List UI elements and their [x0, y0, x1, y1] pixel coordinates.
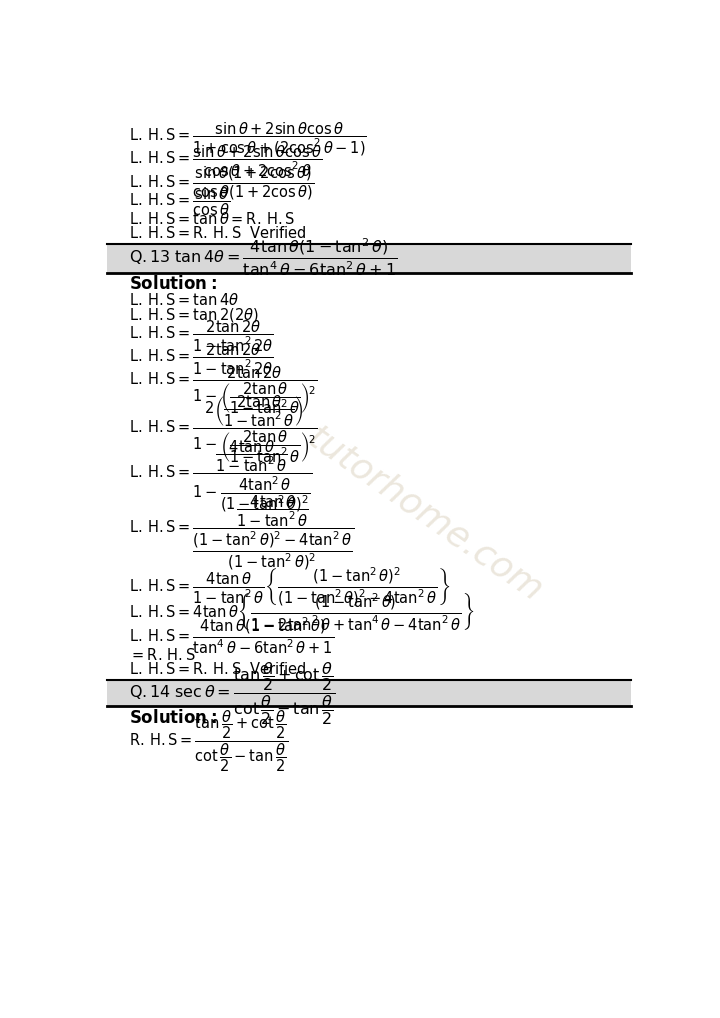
Text: $= \mathrm{R.\,H.S}$: $= \mathrm{R.\,H.S}$ — [129, 647, 196, 663]
Text: $\mathrm{L.\,H.S} = \dfrac{2\tan 2\theta}{1-\tan^2 2\theta}$: $\mathrm{L.\,H.S} = \dfrac{2\tan 2\theta… — [129, 319, 274, 354]
Text: $\mathrm{L.\,H.S} = \dfrac{\sin\theta+2\sin\theta\cos\theta}{\cos\theta+2\cos^2\: $\mathrm{L.\,H.S} = \dfrac{\sin\theta+2\… — [129, 144, 323, 179]
Text: $\mathrm{L.\,H.S} = \dfrac{\dfrac{4\tan\theta}{1-\tan^2\theta}}{1-\dfrac{4\tan^2: $\mathrm{L.\,H.S} = \dfrac{\dfrac{4\tan\… — [129, 438, 312, 513]
Text: $\mathrm{Q.14}\;\sec\theta = \dfrac{\tan\dfrac{\theta}{2}+\cot\dfrac{\theta}{2}}: $\mathrm{Q.14}\;\sec\theta = \dfrac{\tan… — [129, 660, 336, 727]
Text: $\mathrm{L.\,H.S} = \tan 4\theta$: $\mathrm{L.\,H.S} = \tan 4\theta$ — [129, 292, 239, 308]
Text: $\mathrm{L.\,H.S} = \mathrm{R.\,H.S\;}$ Verified: $\mathrm{L.\,H.S} = \mathrm{R.\,H.S\;}$ … — [129, 225, 307, 241]
Text: $\mathrm{L.\,H.S} = \dfrac{\sin\theta + 2\sin\theta\cos\theta}{1+\cos\theta+(2\c: $\mathrm{L.\,H.S} = \dfrac{\sin\theta + … — [129, 121, 367, 158]
Text: $\mathrm{L.\,H.S} = \dfrac{2\tan 2\theta}{1-\left(\dfrac{2\tan\theta}{1-\tan^2\t: $\mathrm{L.\,H.S} = \dfrac{2\tan 2\theta… — [129, 364, 318, 416]
Text: $\mathrm{L.\,H.S} = \dfrac{\sin\theta(1+2\cos\theta)}{\cos\theta(1+2\cos\theta)}: $\mathrm{L.\,H.S} = \dfrac{\sin\theta(1+… — [129, 165, 315, 203]
Bar — [107, 680, 631, 706]
Text: $\mathrm{L.\,H.S} = \dfrac{4\tan\theta}{1-\tan^2\theta}\left\{\dfrac{(1-\tan^2\t: $\mathrm{L.\,H.S} = \dfrac{4\tan\theta}{… — [129, 565, 451, 608]
Text: $\mathrm{L.\,H.S} = \dfrac{\sin\theta}{\cos\theta}$: $\mathrm{L.\,H.S} = \dfrac{\sin\theta}{\… — [129, 186, 230, 219]
Text: $\mathrm{R.\,H.S} = \dfrac{\tan\dfrac{\theta}{2}+\cot\dfrac{\theta}{2}}{\cot\dfr: $\mathrm{R.\,H.S} = \dfrac{\tan\dfrac{\t… — [129, 709, 289, 775]
Text: $\mathrm{L.\,H.S} = \dfrac{2\left(\dfrac{2\tan\theta}{1-\tan^2\theta}\right)}{1-: $\mathrm{L.\,H.S} = \dfrac{2\left(\dfrac… — [129, 394, 318, 465]
Text: tutorhome.com: tutorhome.com — [301, 420, 549, 608]
Text: $\bf{Solution:}$: $\bf{Solution:}$ — [129, 709, 217, 727]
Text: $\mathrm{L.\,H.S} = \dfrac{2\tan 2\theta}{1-\tan^2 2\theta}$: $\mathrm{L.\,H.S} = \dfrac{2\tan 2\theta… — [129, 341, 274, 377]
Text: $\mathrm{L.\,H.S} = \mathrm{R.\,H.S\;}$ Verified: $\mathrm{L.\,H.S} = \mathrm{R.\,H.S\;}$ … — [129, 662, 307, 677]
Text: $\bf{Solution:}$: $\bf{Solution:}$ — [129, 276, 217, 293]
Bar — [107, 243, 631, 273]
Text: $\mathrm{L.\,H.S} = \tan\theta = \mathrm{R.\,H.S}$: $\mathrm{L.\,H.S} = \tan\theta = \mathrm… — [129, 212, 295, 227]
Text: $\mathrm{L.\,H.S} = \tan 2(2\theta)$: $\mathrm{L.\,H.S} = \tan 2(2\theta)$ — [129, 306, 258, 324]
Text: $\mathrm{L.\,H.S} = \dfrac{\dfrac{4\tan\theta}{1-\tan^2\theta}}{\dfrac{(1-\tan^2: $\mathrm{L.\,H.S} = \dfrac{\dfrac{4\tan\… — [129, 494, 354, 572]
Text: $\mathrm{Q.13}\;\tan 4\theta = \dfrac{4\tan\theta(1-\tan^2\theta)}{\tan^4\theta : $\mathrm{Q.13}\;\tan 4\theta = \dfrac{4\… — [129, 236, 397, 278]
Text: $\mathrm{L.\,H.S} = \dfrac{4\tan\theta(1-\tan^2\theta)}{\tan^4\theta-6\tan^2\the: $\mathrm{L.\,H.S} = \dfrac{4\tan\theta(1… — [129, 615, 334, 656]
Text: $\mathrm{L.\,H.S} = 4\tan\theta\left\{\dfrac{(1-\tan^2\theta)}{1-2\tan^2\theta+\: $\mathrm{L.\,H.S} = 4\tan\theta\left\{\d… — [129, 590, 474, 632]
